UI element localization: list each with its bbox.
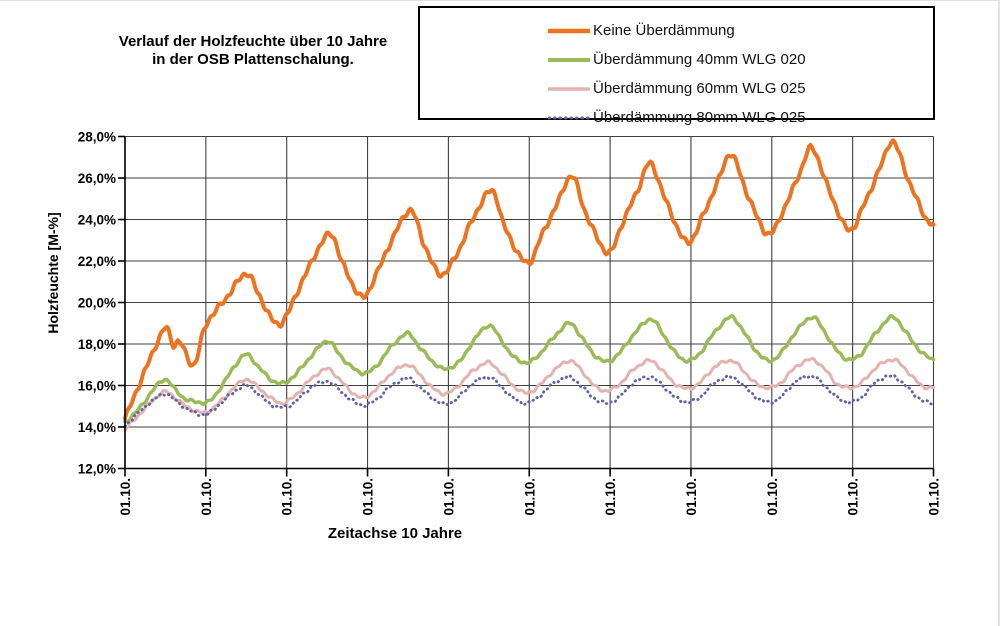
series-line-0 [123,138,936,421]
legend-label: Keine Überdämmung [593,22,735,39]
x-tick-label: 01.10. [522,478,537,516]
x-tick-label: 01.10. [361,478,376,516]
legend-line-icon [548,85,590,93]
x-tick-label: 01.10. [684,478,699,516]
y-tick-label: 24,0% [78,213,116,228]
series-line-1 [123,314,936,424]
y-tick-label: 20,0% [78,296,116,311]
legend-label: Überdämmung 40mm WLG 020 [593,51,806,68]
x-tick-label: 01.10. [118,478,133,516]
y-tick-label: 12,0% [78,462,116,477]
x-axis-title: Zeitachse 10 Jahre [327,525,463,542]
y-tick-label: 22,0% [78,254,116,269]
legend-line-icon [548,56,590,64]
y-tick-label: 18,0% [78,337,116,352]
legend-item-keine-ueberdaemmung: Keine Überdämmung [548,16,933,45]
legend-line-icon [548,114,590,122]
x-tick-label: 01.10. [280,478,295,516]
y-tick-label: 16,0% [78,379,116,394]
x-tick-label: 01.10. [441,478,456,516]
x-tick-label: 01.10. [765,478,780,516]
legend: Keine Überdämmung Überdämmung 40mm WLG 0… [418,6,935,126]
y-tick-label: 14,0% [78,420,116,435]
series-line-2 [123,356,935,432]
legend-label: Überdämmung 80mm WLG 025 [593,109,806,126]
x-tick-label: 01.10. [927,478,942,516]
legend-line-icon [548,27,590,35]
y-tick-label: 28,0% [78,130,116,145]
x-tick-label: 01.10. [846,478,861,516]
chart-title: Verlauf der Holzfeuchte über 10 Jahre in… [85,33,421,69]
x-tick-label: 01.10. [199,478,214,516]
series-line-3 [123,373,935,428]
legend-item-60mm-wlg025: Überdämmung 60mm WLG 025 [548,74,933,103]
x-tick-label: 01.10. [603,478,618,516]
chart-title-line-1: Verlauf der Holzfeuchte über 10 Jahre [118,33,388,50]
legend-item-80mm-wlg025: Überdämmung 80mm WLG 025 [548,103,933,132]
chart-title-line-2: in der OSB Plattenschalung. [152,51,354,68]
legend-item-40mm-wlg020: Überdämmung 40mm WLG 020 [548,45,933,74]
y-tick-label: 26,0% [78,171,116,186]
legend-label: Überdämmung 60mm WLG 025 [593,80,806,97]
